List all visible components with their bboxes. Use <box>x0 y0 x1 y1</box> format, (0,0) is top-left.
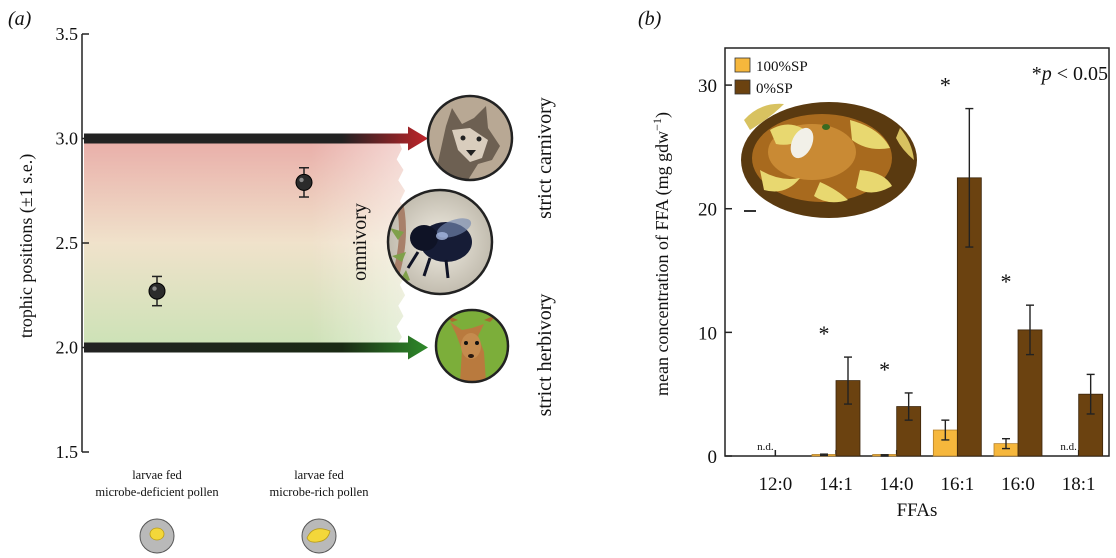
panel-a: (a) 1.5 2.0 2.5 3.0 3.5 trophic positions (±… <box>8 8 556 554</box>
panel-b-x-axis-label: FFAs <box>897 500 938 521</box>
panel-b: (b) 0 10 20 30 12:0 14:1 14:0 16:1 16:0 18:1 n.d.… <box>638 8 1110 521</box>
panel-a-points <box>148 167 313 307</box>
panel-a-axes: 1.5 2.0 2.5 3.0 3.5 <box>56 24 89 462</box>
panel-b-y-tick-label: 10 <box>698 323 717 344</box>
panel-a-y-tick-label: 1.5 <box>56 442 79 462</box>
strict-herbivory-label: strict herbivory <box>534 294 556 417</box>
wolf-icon <box>426 94 514 182</box>
pollen-provision-photo <box>738 98 924 218</box>
panel-b-y-tick-label: 30 <box>698 76 717 97</box>
panel-b-x-tick-label: 18:1 <box>1062 474 1096 495</box>
panel-b-axes: 0 10 20 30 12:0 14:1 14:0 16:1 16:0 18:1 <box>698 76 1096 495</box>
point-highlight <box>152 286 157 291</box>
significance-star: * <box>1001 269 1012 294</box>
category-label-line2: microbe-deficient pollen <box>95 485 219 499</box>
herbivory-arrow <box>84 335 428 360</box>
panel-b-marks: n.d. * * * * n.d. <box>757 73 1077 453</box>
significance-note: *p < 0.05 <box>1032 63 1108 85</box>
significance-star: * <box>879 357 890 382</box>
panel-b-x-tick-label: 16:0 <box>1001 474 1035 495</box>
category-label-line1: larvae fed <box>294 468 344 482</box>
category-label-line1: larvae fed <box>132 468 182 482</box>
panel-a-category-labels: larvae fed microbe-deficient pollen larvae… <box>95 468 369 499</box>
data-point <box>295 173 313 191</box>
point-highlight <box>299 177 304 183</box>
bee-icon <box>386 188 494 296</box>
category-label-line2: microbe-rich pollen <box>270 485 370 499</box>
not-detected-label: n.d. <box>757 441 774 453</box>
significance-star: * <box>940 73 951 98</box>
panel-b-x-tick-label: 16:1 <box>940 474 974 495</box>
panel-a-y-tick-label: 2.0 <box>56 338 79 358</box>
strict-carnivory-label: strict carnivory <box>534 97 556 219</box>
larva-icon <box>139 518 175 554</box>
panel-b-y-tick-label: 20 <box>698 200 717 221</box>
panel-b-y-tick-label: 0 <box>708 447 718 468</box>
omnivory-label: omnivory <box>349 203 371 281</box>
panel-a-y-tick-label: 3.5 <box>56 24 79 44</box>
reference-arrows <box>84 126 428 360</box>
data-point <box>148 282 166 300</box>
panel-b-bars <box>811 107 1104 457</box>
panel-b-x-tick-label: 14:1 <box>819 474 853 495</box>
panel-a-y-tick-label: 3.0 <box>56 129 79 149</box>
legend-swatch-0sp <box>734 79 751 95</box>
carnivory-arrow <box>84 126 428 151</box>
panel-b-y-axis-label: mean concentration of FFA (mg gdw−1) <box>650 112 673 396</box>
larva-icon <box>301 518 337 554</box>
panel-a-y-axis-label: trophic positions (±1 s.e.) <box>16 154 37 338</box>
panel-a-y-tick-label: 2.5 <box>56 233 79 253</box>
legend-label-0sp: 0%SP <box>756 81 793 97</box>
panel-b-x-tick-label: 12:0 <box>758 474 792 495</box>
legend: 100%SP 0%SP <box>734 57 808 97</box>
significance-star: * <box>819 321 830 346</box>
legend-swatch-100sp <box>734 57 751 73</box>
not-detected-label: n.d. <box>1060 441 1077 453</box>
panel-a-label: (a) <box>8 8 32 30</box>
panel-b-x-tick-label: 14:0 <box>880 474 914 495</box>
panel-b-label: (b) <box>638 8 662 30</box>
legend-label-100sp: 100%SP <box>756 59 808 75</box>
deer-icon <box>434 308 510 384</box>
